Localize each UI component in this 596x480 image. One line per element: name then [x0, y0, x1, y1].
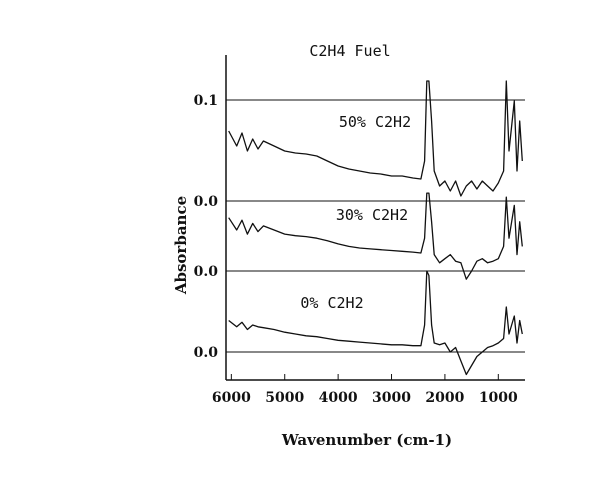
y-tick-label: 0.0 [194, 345, 219, 361]
x-axis-title: Wavenumber (cm-1) [281, 431, 452, 449]
x-tick-label: 6000 [212, 390, 251, 406]
y-axis-title: Absorbance [172, 196, 190, 295]
series-label: 30% C2H2 [336, 206, 408, 224]
x-tick-label: 1000 [479, 390, 518, 406]
x-tick-label: 5000 [265, 390, 304, 406]
series-label: 50% C2H2 [339, 113, 411, 131]
x-tick-label: 3000 [372, 390, 411, 406]
y-tick-label: 0.0 [194, 264, 219, 280]
series-line [228, 192, 523, 280]
series-label: 0% C2H2 [300, 294, 363, 312]
x-tick-layer: 6000 5000 4000 3000 2000 1000 [212, 374, 518, 406]
series-layer: 50% C2H2 30% C2H2 0% C2H2 [228, 80, 523, 376]
chart-title: C2H4 Fuel [309, 42, 390, 60]
y-tick-label: 0.1 [194, 93, 218, 109]
x-tick-label: 4000 [319, 390, 358, 406]
y-tick-label: 0.0 [194, 194, 219, 210]
series-line [228, 270, 523, 376]
x-tick-label: 2000 [425, 390, 464, 406]
series-line [228, 80, 523, 197]
